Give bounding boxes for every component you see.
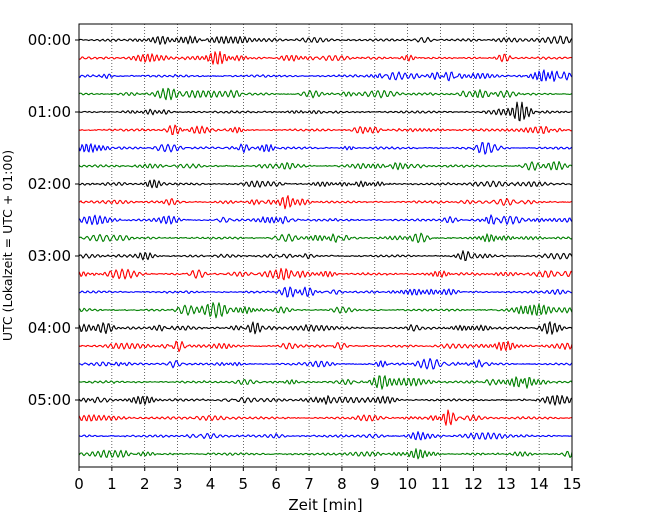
x-tick-label-15: 15 <box>562 475 581 493</box>
trace-15 <box>78 302 573 319</box>
grid-lines <box>111 24 540 467</box>
trace-2 <box>78 69 573 82</box>
y-axis-ticks: 00:00 01:00 02:00 03:00 04:00 05:00 <box>28 31 79 409</box>
x-tick-label-2: 2 <box>140 475 150 493</box>
x-tick-label-5: 5 <box>239 475 249 493</box>
trace-23 <box>78 448 573 460</box>
trace-14 <box>78 286 573 298</box>
x-tick-label-3: 3 <box>173 475 183 493</box>
x-tick-label-13: 13 <box>497 475 516 493</box>
x-tick-label-10: 10 <box>398 475 417 493</box>
trace-18 <box>78 358 573 370</box>
trace-1 <box>78 50 573 65</box>
y-tick-label-4: 04:00 <box>28 319 71 337</box>
y-tick-label-3: 03:00 <box>28 247 71 265</box>
trace-10 <box>78 214 573 226</box>
plot-frame <box>78 23 573 468</box>
traces <box>78 35 573 460</box>
y-axis-label: UTC (Lokalzeit = UTC + 01:00) <box>0 150 15 341</box>
trace-3 <box>78 87 573 101</box>
x-tick-label-11: 11 <box>431 475 450 493</box>
trace-16 <box>78 321 573 335</box>
trace-7 <box>78 160 573 171</box>
trace-17 <box>78 340 573 353</box>
x-tick-label-14: 14 <box>530 475 549 493</box>
x-tick-label-9: 9 <box>370 475 380 493</box>
x-tick-label-8: 8 <box>337 475 347 493</box>
y-tick-label-0: 00:00 <box>28 31 71 49</box>
trace-22 <box>78 431 573 441</box>
trace-21 <box>78 409 573 426</box>
trace-13 <box>78 267 573 281</box>
x-tick-label-12: 12 <box>464 475 483 493</box>
trace-0 <box>78 35 573 45</box>
x-axis-label: Zeit [min] <box>288 496 362 514</box>
trace-6 <box>78 142 573 155</box>
trace-4 <box>78 101 572 122</box>
x-tick-label-6: 6 <box>271 475 281 493</box>
x-tick-label-1: 1 <box>107 475 117 493</box>
y-tick-label-5: 05:00 <box>28 391 71 409</box>
trace-9 <box>78 195 573 210</box>
y-tick-label-2: 02:00 <box>28 175 71 193</box>
trace-11 <box>78 232 573 244</box>
x-tick-label-4: 4 <box>206 475 216 493</box>
trace-19 <box>79 375 573 390</box>
trace-20 <box>78 394 573 406</box>
x-tick-label-0: 0 <box>74 475 84 493</box>
trace-12 <box>78 250 573 262</box>
x-axis-ticks: 0 1 2 3 4 5 6 7 8 9 10 11 12 13 14 15 <box>74 467 582 493</box>
x-tick-label-7: 7 <box>304 475 314 493</box>
y-tick-label-1: 01:00 <box>28 103 71 121</box>
trace-5 <box>78 124 573 136</box>
trace-8 <box>78 179 573 189</box>
